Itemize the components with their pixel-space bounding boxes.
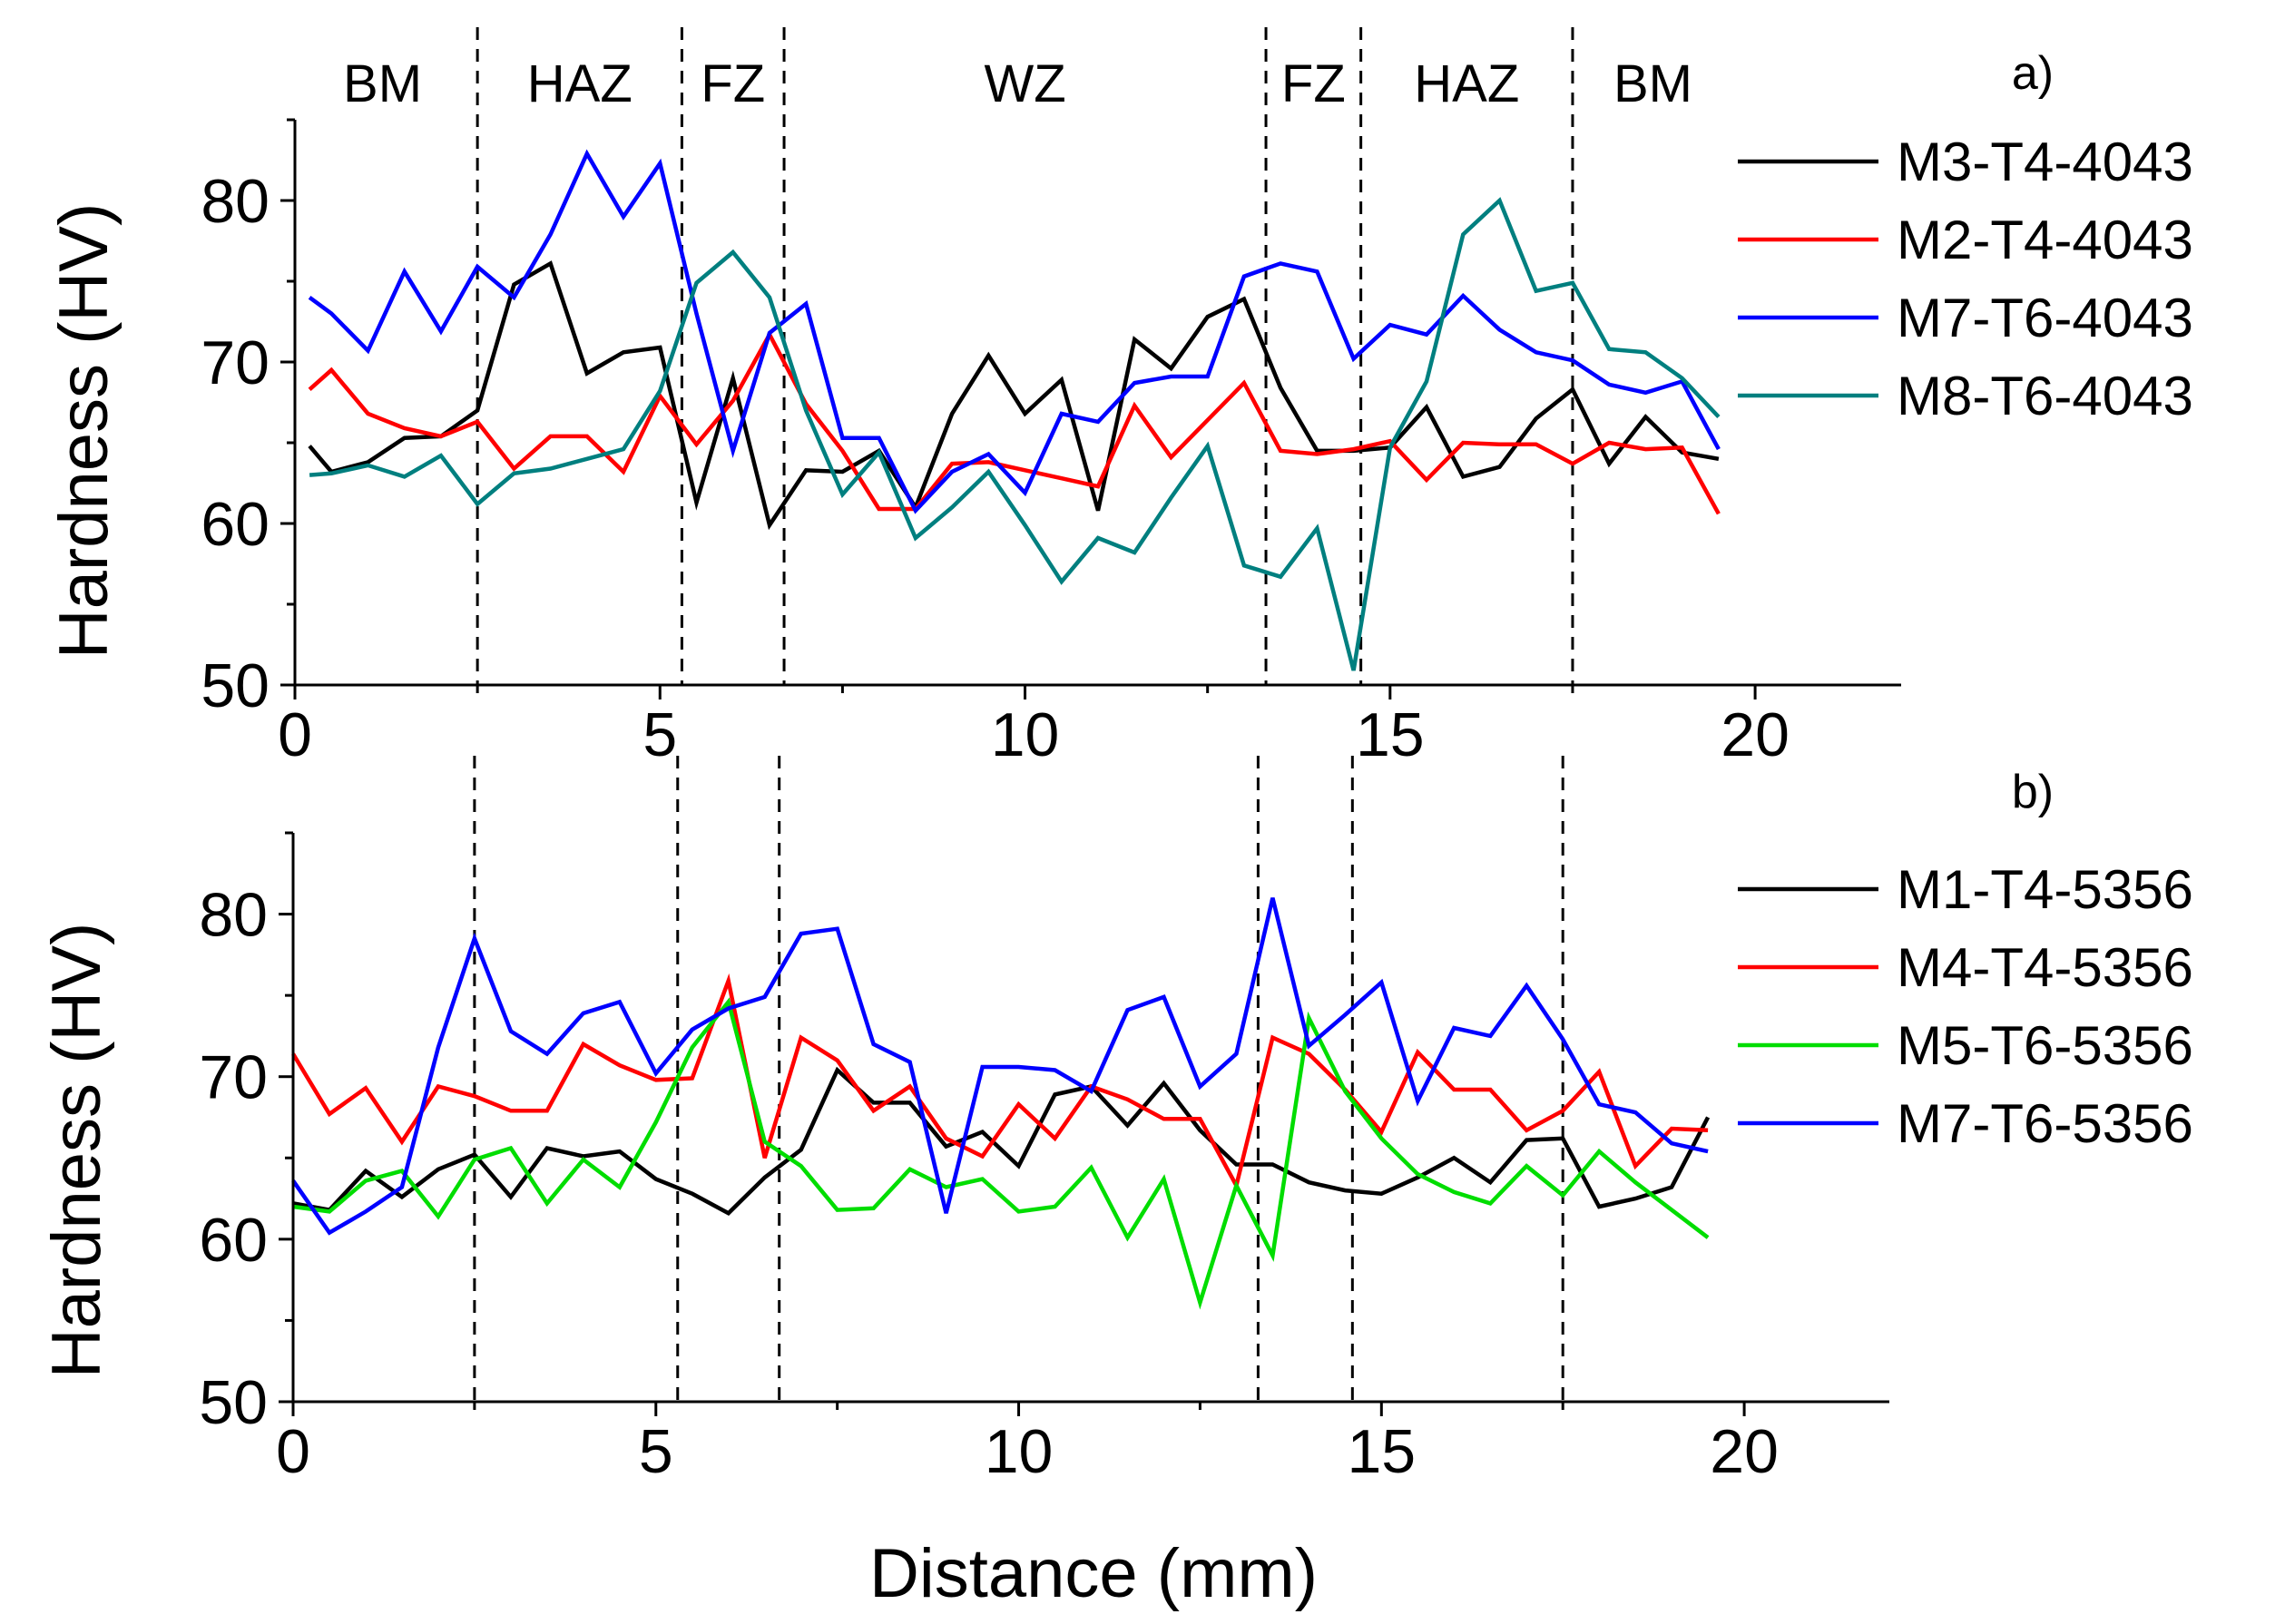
panel-a-y-axis-label: Hardness (HV)	[45, 203, 123, 660]
zone-label: WZ	[984, 54, 1065, 113]
x-tick-label: 0	[278, 700, 312, 769]
series-line-m7-t6-5356	[291, 897, 1709, 1236]
x-axis-label: Distance (mm)	[869, 1535, 1318, 1612]
series-line-m8-t6-4043	[309, 197, 1721, 671]
legend-label: M4-T4-5356	[1897, 937, 2193, 998]
x-tick-label: 20	[1710, 1417, 1779, 1486]
x-tick-label: 20	[1721, 700, 1790, 769]
zone-label: HAZ	[1414, 54, 1519, 113]
legend-label: M2-T4-4043	[1897, 210, 2193, 270]
panel-a: 0 5 10 15 20 50 60 70 80 BM HAZ FZ WZ FZ HAZ BM M3-T4-…	[45, 27, 2193, 769]
panel-b: 0 5 10 15 20 50 60 70 80 M1-T4-5356 M4-T4-5356 M5-…	[38, 756, 2193, 1612]
x-tick-label: 15	[1356, 700, 1425, 769]
zone-label: HAZ	[527, 54, 633, 113]
series-line-m2-t4-4043	[308, 329, 1721, 515]
legend-label: M5-T6-5356	[1897, 1015, 2193, 1076]
zone-label: FZ	[701, 54, 765, 113]
zone-label: FZ	[1281, 54, 1346, 113]
legend-label: M3-T4-4043	[1897, 132, 2193, 192]
x-tick-label: 10	[985, 1417, 1054, 1486]
legend-label: M7-T6-5356	[1897, 1093, 2193, 1154]
legend-label: M8-T6-4043	[1897, 366, 2193, 426]
x-tick-label: 15	[1347, 1417, 1416, 1486]
legend-label: M1-T4-5356	[1897, 859, 2193, 920]
series-line-m5-t6-5356	[292, 997, 1710, 1310]
panel-b-y-axis-label: Hardness (HV)	[38, 923, 115, 1379]
y-tick-label: 70	[201, 328, 270, 397]
x-tick-label: 5	[642, 700, 677, 769]
y-tick-label: 60	[201, 490, 270, 559]
series-line-m4-t4-5356	[291, 973, 1709, 1191]
zone-label: BM	[1613, 54, 1692, 113]
y-tick-label: 70	[199, 1043, 268, 1112]
series-line-m7-t6-4043	[308, 149, 1721, 514]
y-tick-label: 80	[201, 167, 270, 236]
y-tick-label: 80	[199, 881, 268, 950]
x-tick-label: 5	[639, 1417, 673, 1486]
series-line-m3-t4-4043	[308, 260, 1720, 531]
y-tick-label: 50	[199, 1368, 268, 1437]
y-tick-label: 60	[199, 1206, 268, 1275]
panel-a-tag: a)	[2012, 47, 2054, 100]
panel-b-tag: b)	[2012, 766, 2054, 818]
y-tick-label: 50	[201, 651, 270, 720]
zone-label: BM	[343, 54, 422, 113]
legend-label: M7-T6-4043	[1897, 288, 2193, 348]
x-tick-label: 0	[276, 1417, 310, 1486]
x-tick-label: 10	[991, 700, 1060, 769]
